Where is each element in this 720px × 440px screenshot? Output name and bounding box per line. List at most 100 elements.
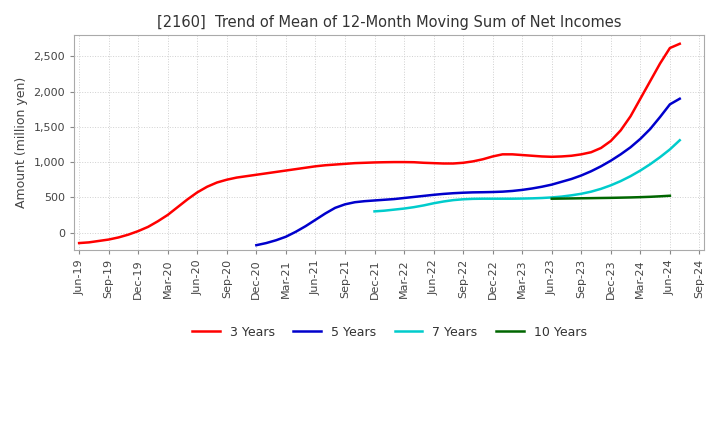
5 Years <box>469 190 477 195</box>
Y-axis label: Amount (million yen): Amount (million yen) <box>15 77 28 209</box>
Title: [2160]  Trend of Mean of 12-Month Moving Sum of Net Incomes: [2160] Trend of Mean of 12-Month Moving … <box>157 15 621 30</box>
5 Years <box>390 196 399 202</box>
7 Years <box>479 196 487 202</box>
5 Years <box>557 179 566 184</box>
5 Years <box>606 158 615 163</box>
5 Years <box>301 224 310 229</box>
5 Years <box>587 169 595 174</box>
5 Years <box>370 198 379 203</box>
7 Years <box>567 193 576 198</box>
3 Years <box>665 45 674 51</box>
7 Years <box>597 186 606 191</box>
10 Years <box>665 193 674 198</box>
5 Years <box>547 182 556 187</box>
10 Years <box>616 195 625 200</box>
7 Years <box>675 138 684 143</box>
5 Years <box>330 205 339 210</box>
5 Years <box>311 217 320 223</box>
7 Years <box>656 154 665 160</box>
3 Years <box>439 161 448 166</box>
5 Years <box>518 187 526 193</box>
7 Years <box>390 207 399 212</box>
5 Years <box>488 189 497 194</box>
7 Years <box>547 195 556 200</box>
7 Years <box>459 197 467 202</box>
7 Years <box>636 168 644 173</box>
7 Years <box>508 196 517 202</box>
7 Years <box>518 196 526 201</box>
5 Years <box>459 190 467 195</box>
5 Years <box>439 191 448 197</box>
10 Years <box>557 196 566 201</box>
7 Years <box>557 194 566 199</box>
Line: 10 Years: 10 Years <box>552 196 670 199</box>
10 Years <box>547 196 556 202</box>
3 Years <box>233 175 241 180</box>
7 Years <box>469 196 477 202</box>
5 Years <box>479 190 487 195</box>
5 Years <box>410 194 418 200</box>
10 Years <box>646 194 654 199</box>
5 Years <box>567 176 576 182</box>
7 Years <box>587 189 595 194</box>
7 Years <box>538 195 546 201</box>
3 Years <box>675 41 684 47</box>
5 Years <box>646 126 654 132</box>
7 Years <box>488 196 497 202</box>
5 Years <box>616 152 625 157</box>
5 Years <box>528 186 536 191</box>
Line: 5 Years: 5 Years <box>256 99 680 245</box>
7 Years <box>429 201 438 206</box>
7 Years <box>498 196 507 202</box>
5 Years <box>341 202 349 207</box>
5 Years <box>665 102 674 107</box>
3 Years <box>75 240 84 246</box>
5 Years <box>252 242 261 248</box>
5 Years <box>675 96 684 101</box>
5 Years <box>292 229 300 235</box>
Line: 7 Years: 7 Years <box>374 140 680 211</box>
5 Years <box>449 191 458 196</box>
7 Years <box>665 147 674 152</box>
5 Years <box>656 114 665 120</box>
10 Years <box>636 194 644 200</box>
7 Years <box>370 209 379 214</box>
5 Years <box>626 145 635 150</box>
7 Years <box>400 206 408 211</box>
7 Years <box>528 196 536 201</box>
5 Years <box>400 195 408 201</box>
7 Years <box>577 191 585 196</box>
5 Years <box>282 234 290 239</box>
5 Years <box>508 188 517 194</box>
7 Years <box>616 179 625 184</box>
5 Years <box>321 211 330 216</box>
5 Years <box>597 164 606 169</box>
3 Years <box>597 145 606 150</box>
5 Years <box>636 136 644 142</box>
10 Years <box>587 195 595 201</box>
5 Years <box>429 192 438 198</box>
10 Years <box>577 196 585 201</box>
Line: 3 Years: 3 Years <box>79 44 680 243</box>
5 Years <box>538 184 546 189</box>
7 Years <box>626 173 635 179</box>
3 Years <box>193 190 202 195</box>
10 Years <box>597 195 606 201</box>
5 Years <box>351 200 359 205</box>
7 Years <box>606 183 615 188</box>
7 Years <box>449 198 458 203</box>
3 Years <box>124 232 132 237</box>
7 Years <box>410 205 418 210</box>
10 Years <box>606 195 615 201</box>
7 Years <box>646 161 654 167</box>
10 Years <box>656 194 665 199</box>
5 Years <box>498 189 507 194</box>
5 Years <box>271 238 280 243</box>
10 Years <box>567 196 576 201</box>
10 Years <box>626 195 635 200</box>
5 Years <box>420 193 428 198</box>
5 Years <box>262 240 271 246</box>
5 Years <box>380 197 389 202</box>
7 Years <box>439 199 448 204</box>
Legend: 3 Years, 5 Years, 7 Years, 10 Years: 3 Years, 5 Years, 7 Years, 10 Years <box>187 321 592 344</box>
